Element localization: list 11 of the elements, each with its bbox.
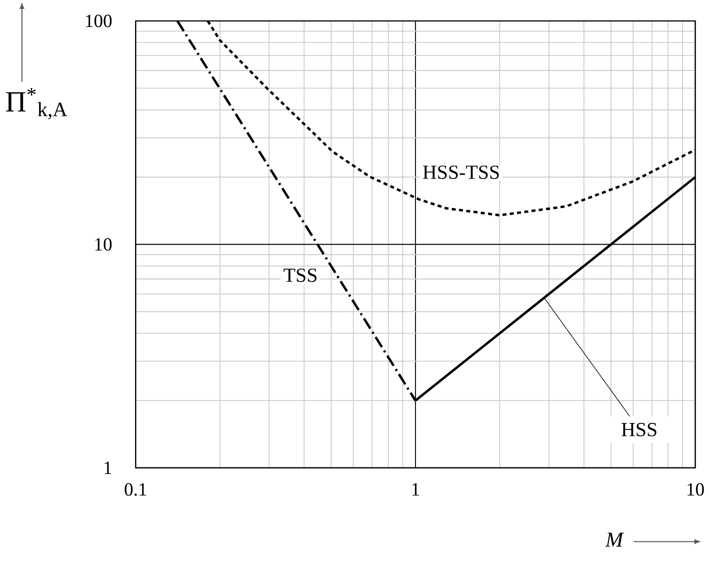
x-tick-label: 0.1 (124, 483, 146, 496)
series-label: HSS-TSS (423, 166, 499, 180)
y-tick-label: 100 (86, 14, 112, 28)
text: HSS (622, 423, 656, 437)
x-axis-title: M (605, 532, 624, 547)
series-label: TSS (284, 268, 316, 282)
y-tick-label: 10 (95, 238, 112, 251)
y-axis-title: Π$^{*}$k,A (6, 88, 68, 120)
x-tick-label: 1 (412, 483, 419, 496)
y-tick-label: 1 (104, 462, 112, 474)
x-tick-label: 10 (688, 483, 704, 496)
